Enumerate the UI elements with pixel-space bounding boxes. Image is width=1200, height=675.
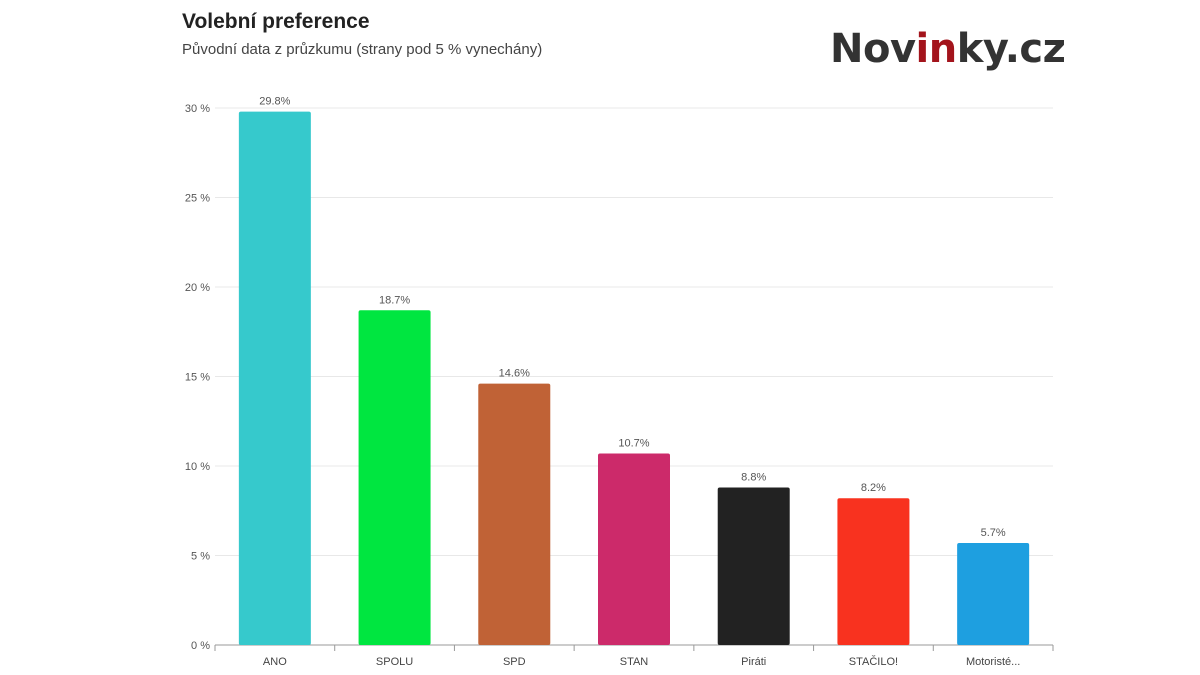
- bar-ano: [238, 111, 311, 645]
- y-tick-label: 5 %: [191, 551, 210, 563]
- bar-motorist: [957, 542, 1030, 645]
- y-tick-label: 20 %: [185, 282, 210, 294]
- data-label: 29.8%: [259, 96, 290, 108]
- bar-pirti: [717, 487, 790, 645]
- data-label: 5.7%: [981, 527, 1006, 539]
- y-tick-label: 10 %: [185, 461, 210, 473]
- x-category-label: Motoristé...: [966, 656, 1020, 668]
- x-category-label: STAN: [620, 656, 649, 668]
- data-label: 18.7%: [379, 294, 410, 306]
- bar-spolu: [358, 310, 431, 645]
- chart-subtitle: Původní data z průzkumu (strany pod 5 % …: [182, 41, 543, 58]
- x-category-label: SPD: [503, 656, 526, 668]
- x-category-label: STAČILO!: [849, 655, 898, 668]
- data-label: 8.2%: [861, 482, 886, 494]
- y-tick-label: 30 %: [185, 103, 210, 115]
- x-category-label: ANO: [263, 656, 287, 668]
- data-label: 8.8%: [741, 471, 766, 483]
- data-label: 14.6%: [499, 368, 530, 380]
- bar-stan: [598, 453, 670, 645]
- bar-spd: [478, 383, 551, 645]
- chart-title: Volební preference: [182, 10, 370, 33]
- y-tick-label: 25 %: [185, 193, 210, 205]
- y-tick-label: 15 %: [185, 372, 210, 384]
- data-label: 10.7%: [618, 437, 649, 449]
- novinky-logo: Novinky.cz: [830, 26, 1066, 72]
- y-tick-label: 0 %: [191, 640, 210, 652]
- x-category-label: SPOLU: [376, 656, 413, 668]
- x-category-label: Piráti: [741, 656, 766, 668]
- bar-stailo: [837, 498, 910, 645]
